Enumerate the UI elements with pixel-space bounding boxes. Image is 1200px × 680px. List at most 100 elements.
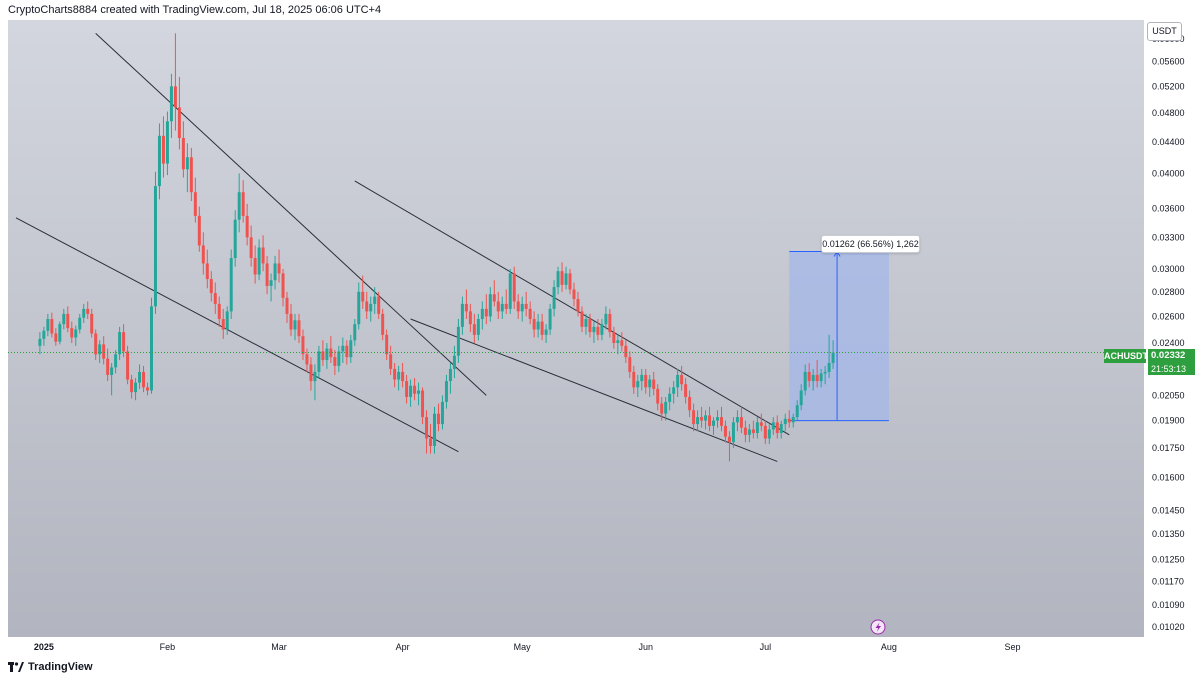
candle: [512, 266, 516, 309]
candle: [628, 351, 632, 378]
candle-body: [739, 417, 743, 428]
y-tick-label: 0.01350: [1152, 529, 1185, 539]
candle-body: [233, 219, 237, 259]
candle: [672, 381, 676, 404]
candle: [692, 403, 696, 432]
candle: [153, 171, 157, 314]
candle: [353, 319, 357, 346]
candle-body: [763, 425, 767, 439]
candle-body: [716, 417, 720, 421]
candle: [74, 325, 78, 346]
candle: [700, 406, 704, 428]
candle: [221, 308, 225, 339]
badge-price: 0.02332: [1148, 349, 1195, 363]
candle-body: [580, 311, 584, 327]
x-tick-label: Jun: [638, 642, 653, 652]
candle: [385, 329, 389, 361]
candle: [604, 306, 608, 330]
candle-body: [676, 374, 680, 388]
candle-body: [277, 263, 281, 274]
y-tick-label: 0.01450: [1152, 505, 1185, 515]
candle: [66, 306, 70, 333]
candle: [452, 345, 456, 378]
candle: [297, 313, 301, 344]
candle: [636, 374, 640, 397]
candle-body: [78, 317, 82, 330]
candle-body: [138, 371, 142, 383]
lightning-icon[interactable]: [870, 619, 886, 635]
candle: [90, 308, 94, 338]
candle: [608, 308, 612, 338]
candle-body: [640, 374, 644, 382]
y-tick-label: 0.01090: [1152, 600, 1185, 610]
price-range-measure[interactable]: [789, 250, 889, 422]
attribution-text: CryptoCharts8884 created with TradingVie…: [8, 4, 382, 16]
candle-body: [747, 429, 751, 435]
candle: [704, 410, 708, 430]
candle: [193, 177, 197, 223]
candle: [169, 73, 173, 139]
candle-body: [504, 303, 508, 309]
candle-body: [185, 157, 189, 170]
candle: [480, 301, 484, 330]
candle: [46, 313, 50, 337]
y-tick-label: 0.04000: [1152, 168, 1185, 178]
time-axis[interactable]: 2025 Feb Mar Apr May Jun Jul Aug Sep: [34, 642, 1021, 652]
candle-body: [672, 387, 676, 394]
candle-body: [648, 379, 652, 388]
candle: [815, 360, 819, 388]
measure-label: 0.01262 (66.56%) 1,262: [821, 235, 920, 253]
y-tick-label: 0.01250: [1152, 555, 1185, 565]
tradingview-logo-icon: [8, 662, 24, 672]
candle-body: [779, 424, 783, 434]
candle: [389, 345, 393, 375]
candle-body: [536, 321, 540, 330]
candle: [632, 365, 636, 394]
tradingview-logo[interactable]: TradingView: [8, 661, 93, 673]
candle: [456, 319, 460, 363]
candle: [524, 291, 528, 317]
candle: [807, 362, 811, 388]
candle-body: [381, 313, 385, 335]
candle-body: [688, 396, 692, 411]
candle-body: [807, 371, 811, 382]
candle-body: [783, 418, 787, 425]
candle-body: [468, 311, 472, 325]
candle: [668, 387, 672, 411]
candle: [189, 147, 193, 202]
candle-body: [500, 303, 504, 312]
y-tick-label: 0.01900: [1152, 416, 1185, 426]
candle-body: [556, 271, 560, 288]
candle-body: [448, 368, 452, 382]
candle: [460, 296, 464, 335]
trendlines[interactable]: [15, 32, 790, 462]
candle-body: [153, 186, 157, 307]
candle-body: [201, 245, 205, 264]
candle: [644, 368, 648, 394]
candle-body: [508, 273, 512, 309]
candle: [660, 396, 664, 421]
y-tick-label: 0.03600: [1152, 203, 1185, 213]
candle: [138, 364, 142, 389]
badge-symbol: ACHUSDT: [1104, 349, 1148, 363]
candle-body: [189, 157, 193, 193]
candle-body: [70, 328, 74, 338]
candle: [640, 368, 644, 391]
candle-body: [241, 192, 245, 216]
candle: [819, 368, 823, 388]
candle: [584, 313, 588, 335]
candle: [425, 410, 429, 454]
price-axis[interactable]: 0.060000.056000.052000.048000.044000.040…: [1152, 34, 1185, 632]
candle-body: [229, 258, 233, 312]
candle-body: [612, 332, 616, 344]
candle-body: [197, 215, 201, 246]
candle: [528, 301, 532, 325]
currency-selector[interactable]: USDT: [1147, 22, 1182, 41]
candle: [333, 350, 337, 375]
y-tick-label: 0.02600: [1152, 311, 1185, 321]
candle-body: [321, 351, 325, 361]
y-tick-label: 0.04400: [1152, 137, 1185, 147]
candle: [265, 255, 269, 295]
candle: [779, 420, 783, 439]
